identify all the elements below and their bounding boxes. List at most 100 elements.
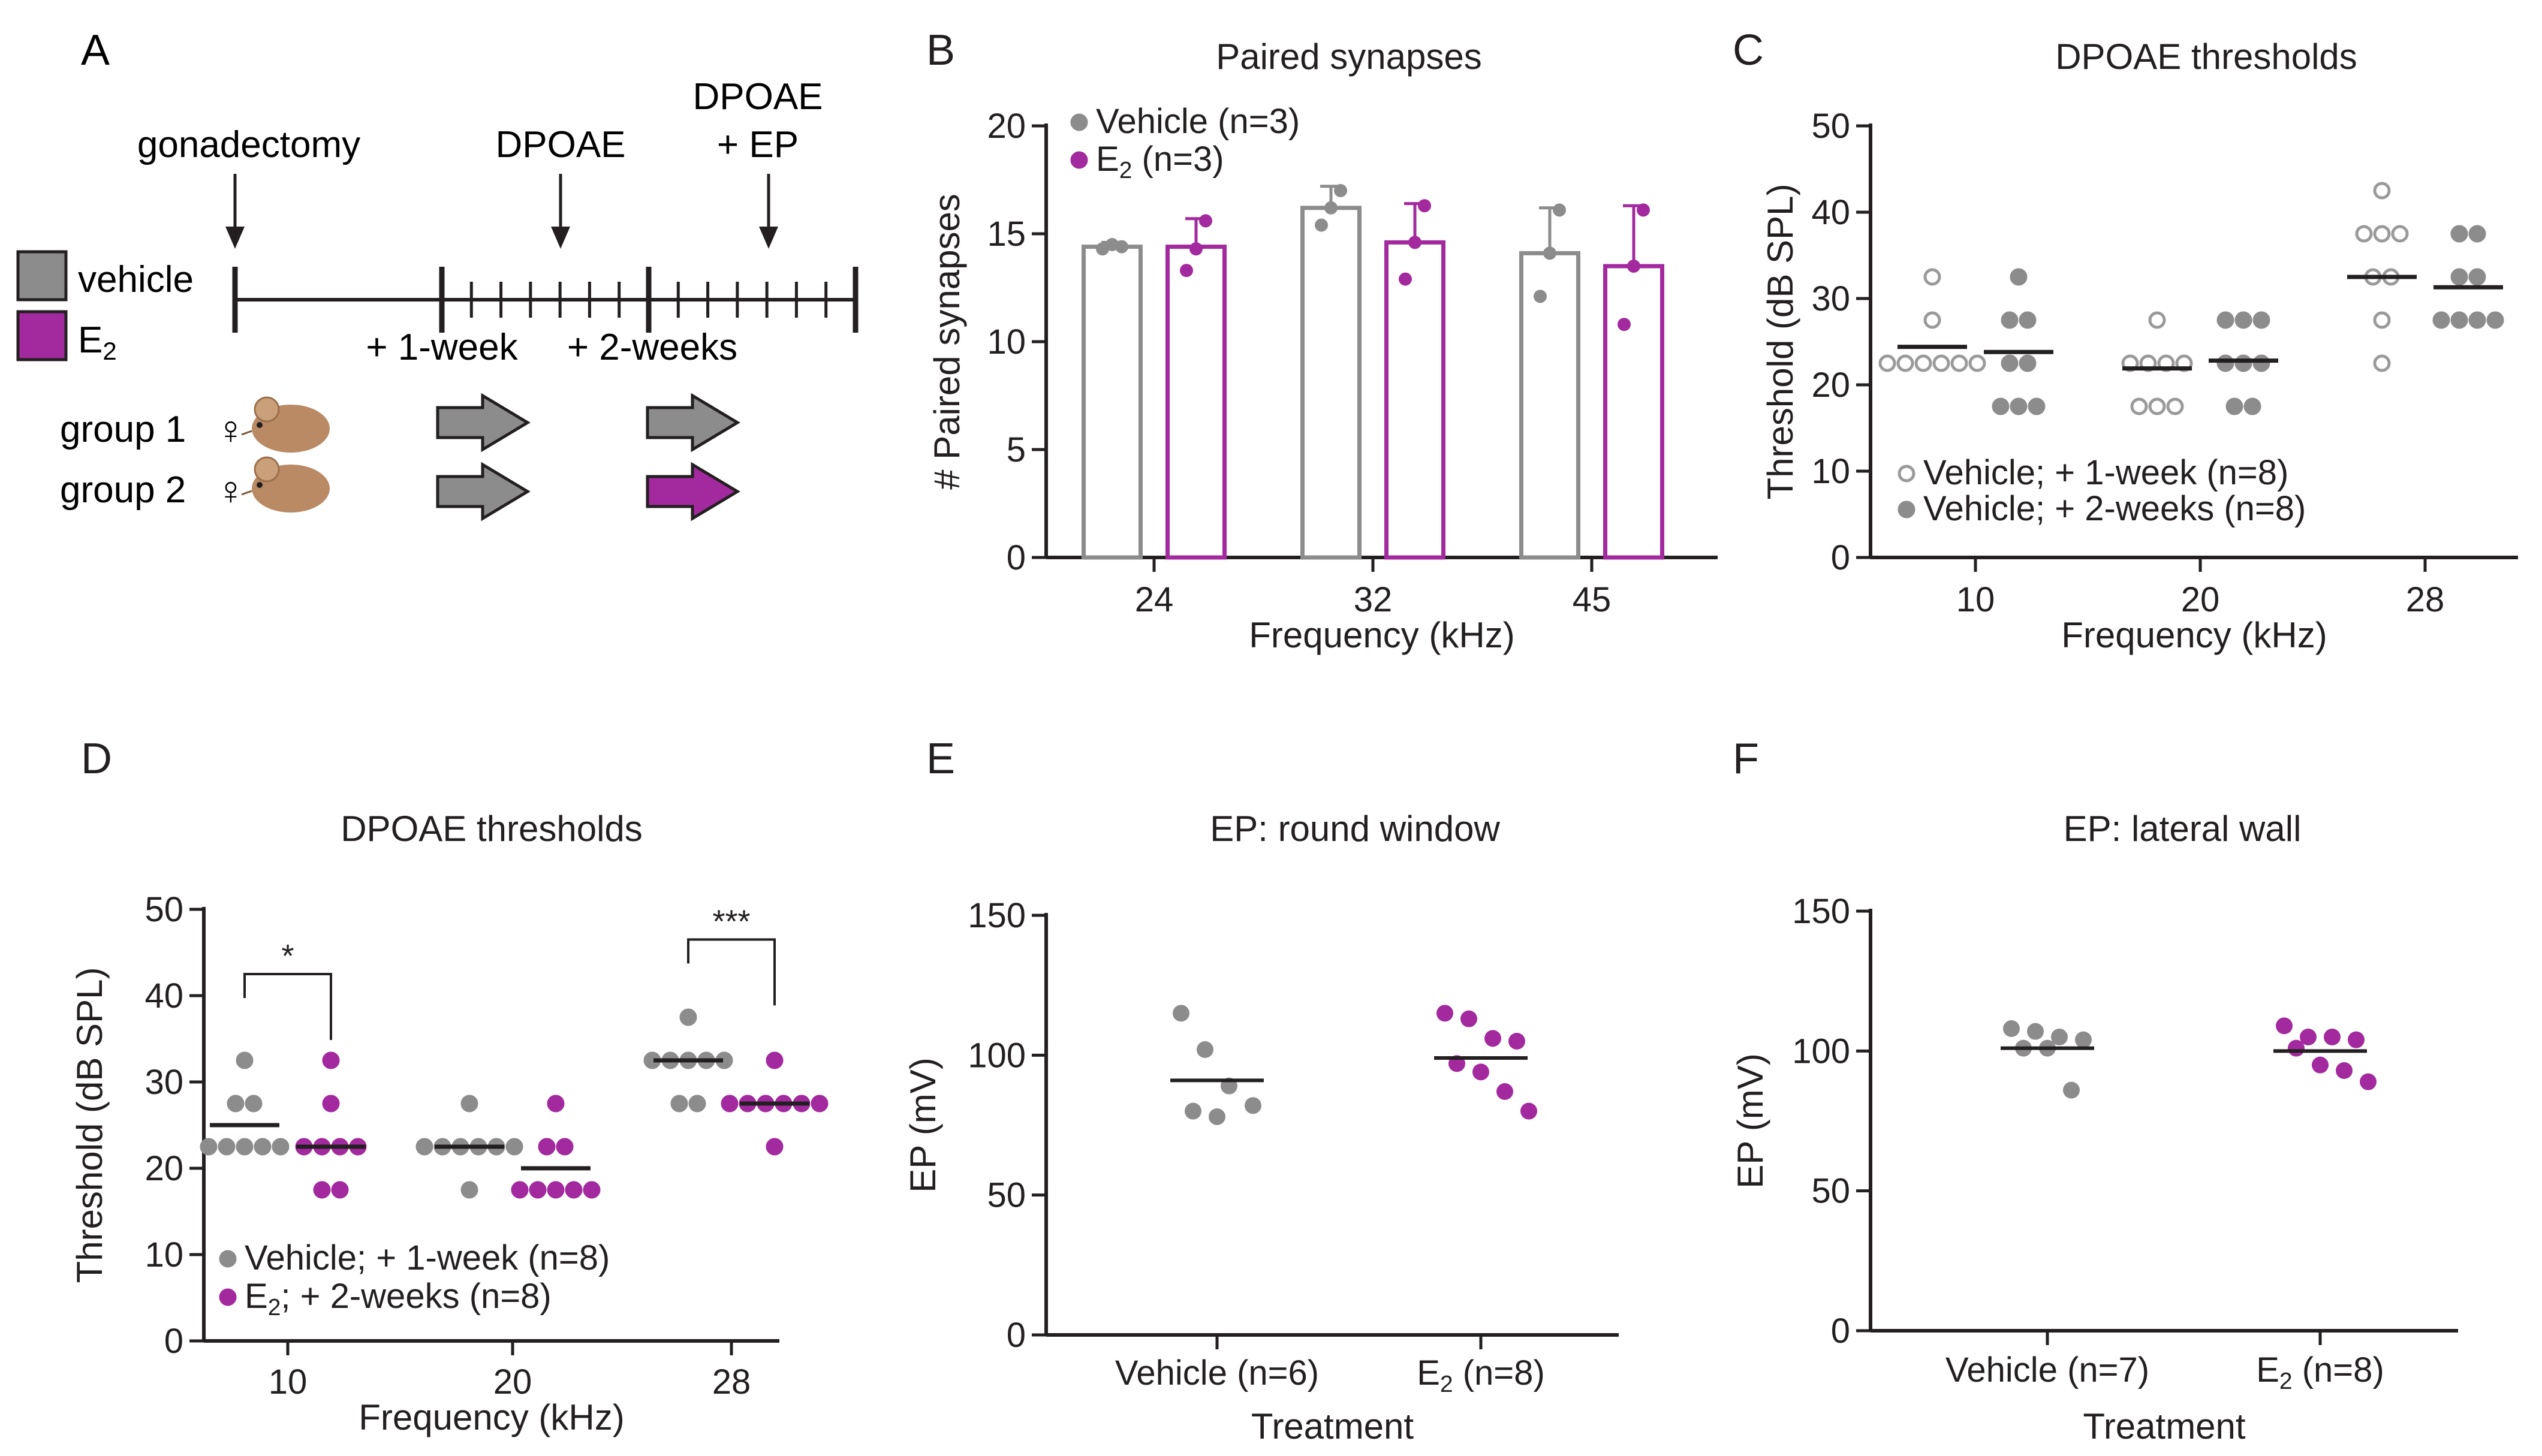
x-tick-label: E2 (n=8) (1417, 1353, 1545, 1397)
data-point (1472, 1063, 1489, 1081)
data-point (2373, 225, 2391, 243)
data-point (1878, 354, 1896, 372)
x-tick-label: Vehicle (n=7) (1945, 1351, 2149, 1389)
data-point (1408, 236, 1421, 249)
y-tick-label: 40 (144, 976, 183, 1015)
y-tick-label: 50 (144, 890, 183, 929)
data-point (2288, 1039, 2305, 1057)
data-point (254, 1138, 272, 1156)
data-point (2348, 1031, 2365, 1048)
panel-letter: C (1733, 26, 1764, 74)
y-axis-label: Threshold (dB SPL) (70, 967, 110, 1283)
data-point (460, 1181, 478, 1199)
data-point (2027, 1023, 2044, 1040)
data-point (1968, 354, 1986, 372)
data-point (245, 1095, 263, 1113)
x-tick-label: 45 (1573, 580, 1612, 619)
panel-b-chart: B Paired synapses 0 5 10 15 20 24 32 45 Frequency … (926, 26, 1718, 655)
data-point (1553, 203, 1566, 217)
data-point (1543, 246, 1556, 260)
data-point (2010, 268, 2028, 286)
arrow-right-icon (436, 393, 531, 453)
x-tick-label: Vehicle (n=6) (1115, 1353, 1319, 1392)
x-tick-label: 10 (269, 1362, 308, 1401)
chart-title: EP: round window (1210, 809, 1500, 849)
data-point (2001, 354, 2019, 372)
data-point (2252, 311, 2270, 329)
data-point (1484, 1030, 1501, 1047)
x-tick-label: 28 (2406, 580, 2445, 619)
y-tick-label: 0 (1007, 538, 1026, 577)
data-point (2234, 354, 2252, 372)
data-point (2450, 225, 2468, 243)
data-point (1399, 272, 1412, 286)
data-point (2324, 1029, 2341, 1045)
legend-marker (219, 1250, 237, 1268)
data-point (1534, 290, 1547, 303)
data-point (1173, 1005, 1189, 1022)
arrow-right-icon (646, 462, 740, 521)
y-axis-label: # Paired synapses (927, 194, 967, 490)
data-point (1496, 1083, 1513, 1100)
x-tick-label: 28 (712, 1362, 751, 1401)
data-point (2028, 397, 2046, 415)
data-point (236, 1138, 254, 1156)
data-point (2216, 354, 2234, 372)
y-tick-label: 10 (144, 1235, 183, 1274)
data-point (1923, 268, 1941, 286)
panel-letter: D (81, 735, 112, 783)
bar (1300, 206, 1362, 560)
y-tick-label: 40 (1811, 193, 1850, 232)
data-point (2243, 397, 2261, 415)
data-point (415, 1138, 433, 1156)
x-axis-label: Frequency (kHz) (1249, 615, 1514, 655)
panel-a-timeline: A gonadectomy DPOAE DPOAE + EP vehicl (16, 26, 859, 521)
panel-letter: E (926, 735, 955, 783)
data-point (2003, 1020, 2020, 1037)
panel-d-chart: D DPOAE thresholds 0 10 20 30 40 50 10 20 28 Freque… (70, 735, 829, 1437)
y-tick-label: 50 (1811, 107, 1850, 146)
data-point (1197, 1041, 1213, 1058)
data-point (322, 1051, 340, 1069)
x-tick-label: 20 (493, 1362, 532, 1401)
data-point (313, 1181, 331, 1199)
y-tick-label: 50 (1811, 1172, 1850, 1211)
x-tick-label: 10 (1956, 580, 1995, 619)
arrow-down-icon (225, 174, 245, 249)
y-tick-label: 0 (164, 1322, 183, 1361)
data-point (766, 1051, 784, 1069)
bar (1519, 251, 1580, 560)
data-point (1618, 318, 1631, 331)
data-point (529, 1181, 547, 1199)
data-point (2130, 397, 2148, 415)
week2-label: + 2-weeks (567, 327, 737, 368)
data-point (547, 1095, 565, 1113)
data-point (1627, 260, 1640, 273)
panel-e-chart: E EP: round window 0 50 100 150 Vehicle (n=6) E… (903, 735, 1619, 1446)
gonadectomy-label: gonadectomy (137, 124, 360, 165)
data-point (511, 1181, 529, 1199)
data-point (200, 1138, 218, 1156)
arrow-down-icon (551, 174, 570, 249)
data-point (2373, 311, 2391, 329)
y-tick-label: 50 (987, 1176, 1026, 1215)
data-point (2336, 1062, 2353, 1079)
week1-label: + 1-week (366, 327, 518, 368)
x-tick-label: 20 (2181, 580, 2220, 619)
data-point (1185, 1102, 1201, 1120)
data-point (2373, 354, 2391, 372)
data-point (556, 1138, 574, 1156)
data-point (2276, 1017, 2293, 1035)
data-point (2432, 311, 2450, 329)
data-point (679, 1008, 697, 1026)
data-point (2001, 311, 2019, 329)
data-point (1520, 1102, 1537, 1120)
data-point (2468, 225, 2486, 243)
legend-marker (1070, 151, 1088, 169)
legend-marker (1898, 501, 1915, 519)
legend-entry: Vehicle; + 1-week (n=8) (245, 1238, 610, 1277)
data-point (1189, 242, 1203, 256)
data-point (2148, 311, 2166, 329)
y-tick-label: 0 (1007, 1316, 1026, 1355)
